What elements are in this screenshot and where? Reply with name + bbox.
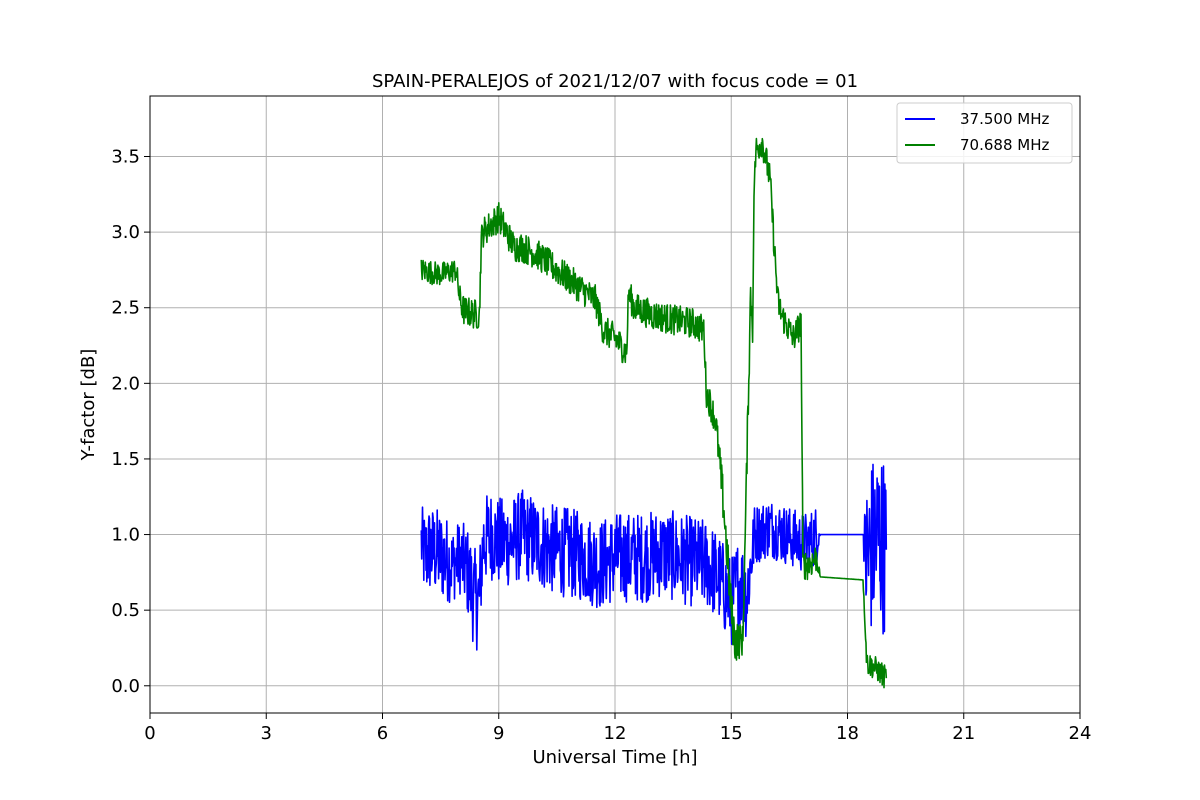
- chart-title: SPAIN-PERALEJOS of 2021/12/07 with focus…: [372, 71, 858, 92]
- legend-label: 70.688 MHz: [960, 136, 1049, 154]
- x-tick-label: 18: [836, 723, 859, 744]
- x-tick-label: 12: [604, 723, 627, 744]
- legend-box: [896, 102, 1073, 164]
- x-tick-label: 15: [720, 723, 743, 744]
- y-tick-label: 0.5: [111, 600, 140, 621]
- x-tick-label: 6: [377, 723, 388, 744]
- series-layer: [420, 137, 888, 689]
- y-axis-label: Y-factor [dB]: [78, 349, 99, 462]
- series-line-2: [420, 137, 888, 689]
- y-tick-label: 1.5: [111, 449, 140, 470]
- y-tick-label: 2.0: [111, 373, 140, 394]
- y-tick-label: 1.0: [111, 525, 140, 546]
- x-tick-label: 3: [261, 723, 272, 744]
- legend-label: 37.500 MHz: [960, 110, 1049, 128]
- x-tick-label: 0: [144, 723, 155, 744]
- y-tick-label: 2.5: [111, 298, 140, 319]
- x-axis-label: Universal Time [h]: [532, 747, 697, 768]
- legend: 37.500 MHz 70.688 MHz: [896, 102, 1073, 164]
- y-tick-label: 3.0: [111, 222, 140, 243]
- y-tick-label: 0.0: [111, 676, 140, 697]
- x-tick-label: 9: [493, 723, 504, 744]
- ticks: 0 3 6 9 12 15 18 21 24 0.0 0.5 1.0 1.5 2.0 2.5 3.0 3.5: [111, 146, 1091, 744]
- y-tick-label: 3.5: [111, 146, 140, 167]
- x-tick-label: 24: [1069, 723, 1092, 744]
- x-tick-label: 21: [952, 723, 975, 744]
